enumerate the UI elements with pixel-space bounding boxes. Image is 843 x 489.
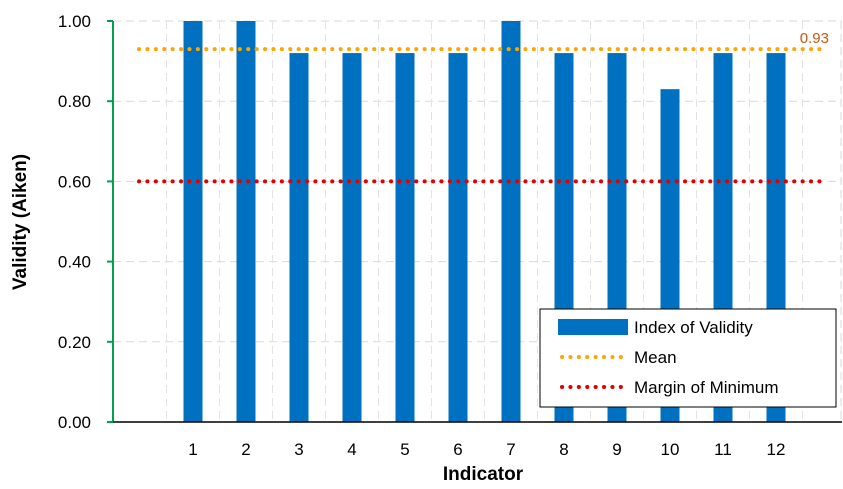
- legend-swatch-bar: [558, 319, 628, 335]
- bar: [342, 53, 362, 423]
- bar: [448, 53, 468, 423]
- mean-value-label: 0.93: [800, 30, 829, 47]
- legend-label: Margin of Minimum: [634, 378, 779, 397]
- y-axis-label: Validity (Aiken): [10, 154, 31, 290]
- x-tick-label: 9: [612, 440, 621, 459]
- axes: [107, 20, 842, 423]
- reference-lines: 0.93: [137, 30, 829, 184]
- x-tick-label: 1: [188, 440, 197, 459]
- y-tick-label: 0.20: [58, 333, 91, 352]
- x-tick-label: 5: [400, 440, 409, 459]
- y-tick-label: 0.80: [58, 92, 91, 111]
- x-tick-label: 12: [767, 440, 786, 459]
- x-tick-label: 10: [661, 440, 680, 459]
- y-tick-label: 0.00: [58, 413, 91, 432]
- bar: [395, 53, 415, 423]
- bar: [289, 53, 309, 423]
- y-tick-label: 1.00: [58, 12, 91, 31]
- y-tick-label: 0.60: [58, 172, 91, 191]
- x-tick-label: 11: [714, 440, 732, 459]
- bar: [183, 21, 203, 422]
- y-tick-label: 0.40: [58, 253, 91, 272]
- x-tick-label: 8: [559, 440, 568, 459]
- bar: [501, 21, 521, 422]
- legend: Index of Validity Mean Margin of Minimum: [539, 308, 837, 408]
- legend-label: Index of Validity: [634, 318, 753, 337]
- x-tick-label: 2: [241, 440, 250, 459]
- legend-label: Mean: [634, 348, 677, 367]
- x-tick-label: 6: [453, 440, 462, 459]
- x-tick-label: 3: [294, 440, 303, 459]
- x-axis-label: Indicator: [443, 464, 524, 485]
- tick-labels: 0.000.200.400.600.801.001 2 3 4 5 6 7 8 9 10 11 12: [58, 12, 786, 459]
- bar: [236, 21, 256, 422]
- x-tick-label: 7: [506, 440, 515, 459]
- gridlines: [113, 20, 842, 422]
- x-tick-label: 4: [347, 440, 356, 459]
